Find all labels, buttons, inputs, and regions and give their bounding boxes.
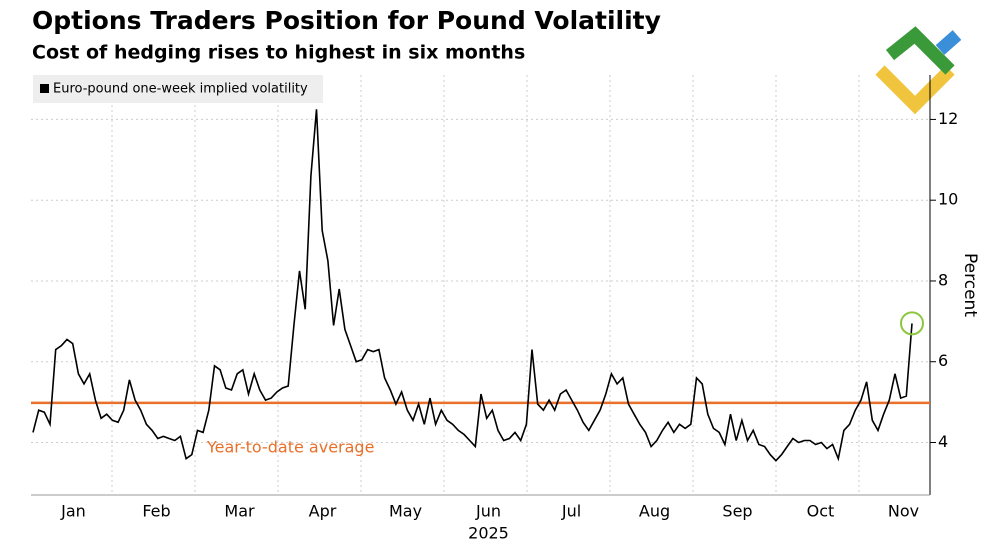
chart-subtitle: Cost of hedging rises to highest in six … xyxy=(32,42,525,64)
y-tick-label: 12 xyxy=(938,109,958,128)
y-tick-label: 4 xyxy=(938,432,948,451)
legend-swatch xyxy=(40,84,49,93)
y-axis-label: Percent xyxy=(960,253,980,317)
logo xyxy=(875,26,962,115)
highlight-circle xyxy=(900,311,924,336)
average-label: Year-to-date average xyxy=(206,438,374,457)
series-line xyxy=(32,109,913,462)
x-tick-label: Oct xyxy=(807,502,835,521)
x-tick-label: Jul xyxy=(561,502,581,521)
x-year-label: 2025 xyxy=(468,524,509,543)
x-tick-label: Aug xyxy=(639,502,670,521)
x-tick-label: Mar xyxy=(224,502,255,521)
x-tick-label: Apr xyxy=(309,502,337,521)
x-tick-label: Jun xyxy=(475,502,501,521)
y-tick-label: 8 xyxy=(938,270,948,289)
chart-title: Options Traders Position for Pound Volat… xyxy=(32,6,661,35)
legend-box xyxy=(33,75,323,103)
x-tick-label: Nov xyxy=(888,502,919,521)
x-tick-label: May xyxy=(389,502,422,521)
x-tick-label: Jan xyxy=(60,502,86,521)
y-tick-label: 10 xyxy=(938,190,958,209)
y-tick-label: 6 xyxy=(938,351,948,370)
x-tick-label: Sep xyxy=(722,502,752,521)
x-tick-label: Feb xyxy=(142,502,170,521)
legend-label: Euro-pound one-week implied volatility xyxy=(53,82,308,97)
